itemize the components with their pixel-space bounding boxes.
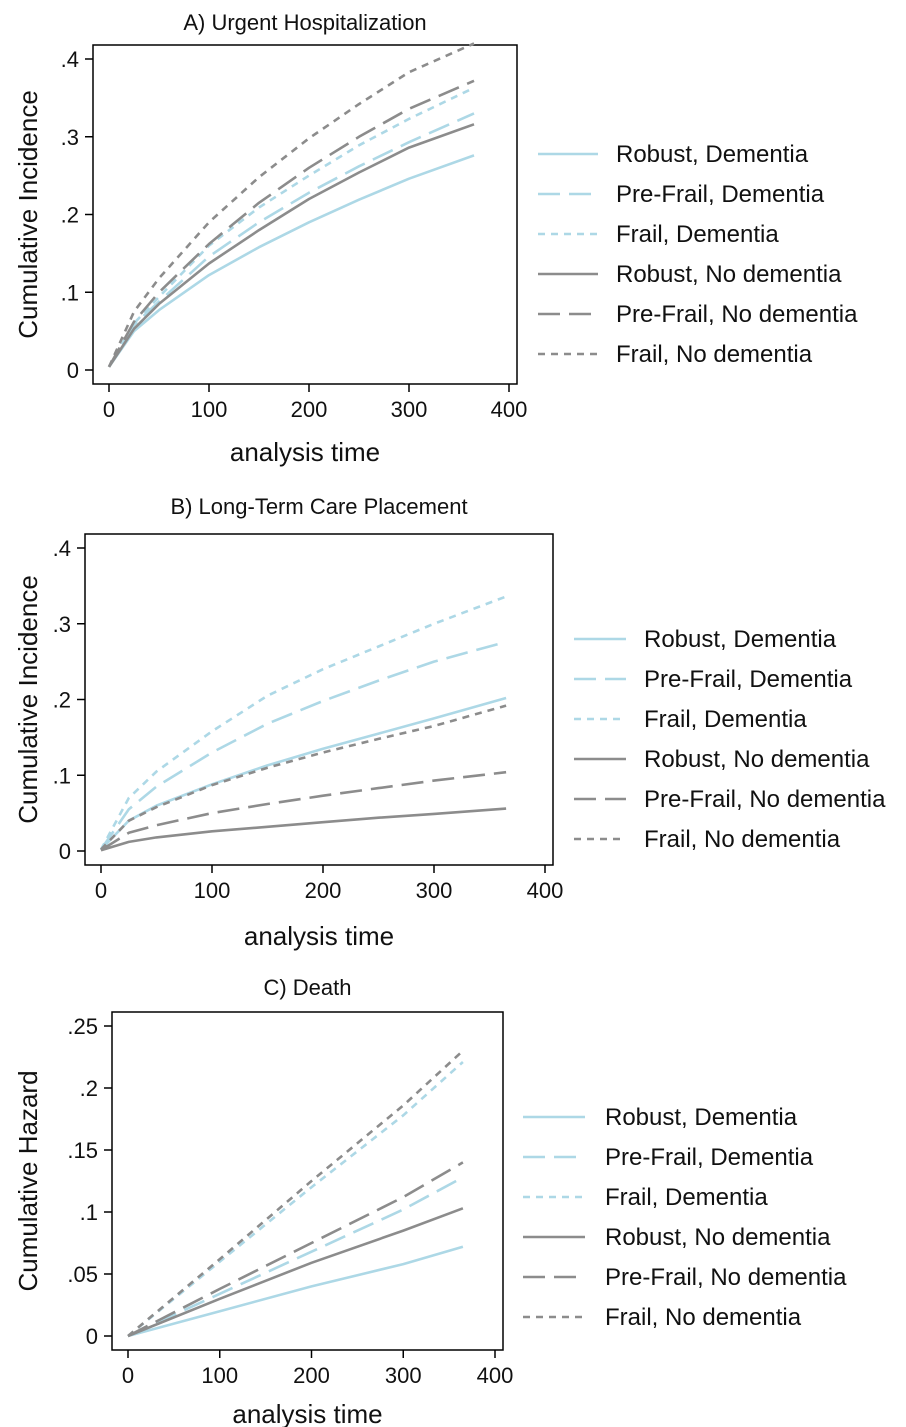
x-tick-label: 400: [527, 878, 564, 903]
y-tick-label: 0: [67, 358, 79, 383]
y-tick-label: .25: [67, 1014, 98, 1039]
y-tick-label: 0: [59, 839, 71, 864]
legend-label: Frail, No dementia: [616, 341, 813, 368]
y-tick-label: .1: [53, 763, 71, 788]
series-line: [99, 595, 507, 851]
y-axis-title: Cumulative Hazard: [13, 1070, 43, 1291]
y-tick-label: .05: [67, 1262, 98, 1287]
y-tick-label: .4: [61, 47, 79, 72]
x-axis-title: analysis time: [232, 1399, 382, 1427]
series-line: [107, 42, 475, 368]
y-tick-label: .3: [53, 612, 71, 637]
legend-label: Pre-Frail, Dementia: [605, 1144, 814, 1171]
y-tick-label: .1: [61, 280, 79, 305]
y-tick-label: 0: [86, 1324, 98, 1349]
plot-frame: [84, 533, 554, 866]
plot-frame: [92, 44, 518, 385]
plot-frame: [111, 1011, 504, 1351]
series-line: [127, 1061, 464, 1338]
series-line: [107, 123, 475, 368]
legend-label: Robust, Dementia: [616, 141, 809, 168]
series-line: [127, 1207, 464, 1338]
legend-label: Pre-Frail, Dementia: [616, 181, 825, 208]
x-tick-label: 400: [477, 1363, 514, 1388]
x-tick-label: 200: [305, 878, 342, 903]
x-tick-label: 300: [391, 397, 428, 422]
legend-label: Pre-Frail, No dementia: [644, 786, 886, 813]
x-tick-label: 100: [191, 397, 228, 422]
chart-title: B) Long-Term Care Placement: [170, 494, 467, 519]
y-axis-title: Cumulative Incidence: [13, 90, 43, 339]
y-tick-label: .4: [53, 536, 71, 561]
x-tick-label: 0: [122, 1363, 134, 1388]
series-line: [107, 112, 475, 368]
legend-label: Robust, Dementia: [605, 1104, 798, 1131]
panel-death: C) Death 0 .05 .1 .15 .2 .25 0 100 200 300 400 analy…: [0, 960, 906, 1427]
x-axis-title: analysis time: [230, 437, 380, 467]
y-tick-label: .3: [61, 125, 79, 150]
legend-label: Pre-Frail, No dementia: [616, 301, 858, 328]
x-tick-label: 0: [103, 397, 115, 422]
y-tick-label: .2: [80, 1076, 98, 1101]
legend-label: Frail, Dementia: [616, 221, 779, 248]
x-axis-title: analysis time: [244, 921, 394, 951]
series-line: [127, 1161, 464, 1338]
legend-label: Frail, No dementia: [644, 826, 841, 853]
x-tick-label: 200: [291, 397, 328, 422]
x-tick-label: 300: [385, 1363, 422, 1388]
legend-label: Robust, No dementia: [644, 746, 870, 773]
series-line: [127, 1049, 464, 1337]
series-line: [100, 807, 507, 852]
chart-title: C) Death: [263, 975, 351, 1000]
legend-label: Frail, No dementia: [605, 1304, 802, 1331]
series-line: [107, 79, 475, 368]
legend-label: Robust, No dementia: [616, 261, 842, 288]
chart-svg: B) Long-Term Care Placement 0 .1 .2 .3 .4 0 100…: [13, 494, 886, 951]
chart-svg: C) Death 0 .05 .1 .15 .2 .25 0 100 200 300 400 analy…: [13, 975, 847, 1427]
series-line: [107, 154, 475, 368]
chart-title: A) Urgent Hospitalization: [183, 10, 426, 35]
chart-svg: A) Urgent Hospitalization 0 .1 .2 .3 .4 0 100 20…: [13, 10, 858, 467]
panel-urgent-hospitalization: A) Urgent Hospitalization 0 .1 .2 .3 .4 0 100 20…: [0, 0, 906, 480]
x-tick-label: 400: [491, 397, 528, 422]
series-line: [107, 86, 475, 368]
series-line: [99, 640, 507, 851]
y-axis-title: Cumulative Incidence: [13, 575, 43, 824]
series-line: [127, 1245, 464, 1338]
y-tick-label: .2: [53, 688, 71, 713]
legend-label: Robust, Dementia: [644, 626, 837, 653]
legend-label: Frail, Dementia: [644, 706, 807, 733]
x-tick-label: 300: [416, 878, 453, 903]
y-tick-label: .2: [61, 203, 79, 228]
series-line: [100, 704, 507, 851]
legend-label: Frail, Dementia: [605, 1184, 768, 1211]
series-line: [127, 1176, 464, 1338]
legend-label: Pre-Frail, Dementia: [644, 666, 853, 693]
x-tick-label: 100: [201, 1363, 238, 1388]
x-tick-label: 200: [293, 1363, 330, 1388]
series-line: [100, 770, 507, 852]
series-line: [100, 696, 507, 851]
legend-label: Pre-Frail, No dementia: [605, 1264, 847, 1291]
legend-label: Robust, No dementia: [605, 1224, 831, 1251]
panel-long-term-care: B) Long-Term Care Placement 0 .1 .2 .3 .4 0 100…: [0, 480, 906, 960]
x-tick-label: 100: [194, 878, 231, 903]
y-tick-label: .15: [67, 1138, 98, 1163]
x-tick-label: 0: [95, 878, 107, 903]
y-tick-label: .1: [80, 1200, 98, 1225]
